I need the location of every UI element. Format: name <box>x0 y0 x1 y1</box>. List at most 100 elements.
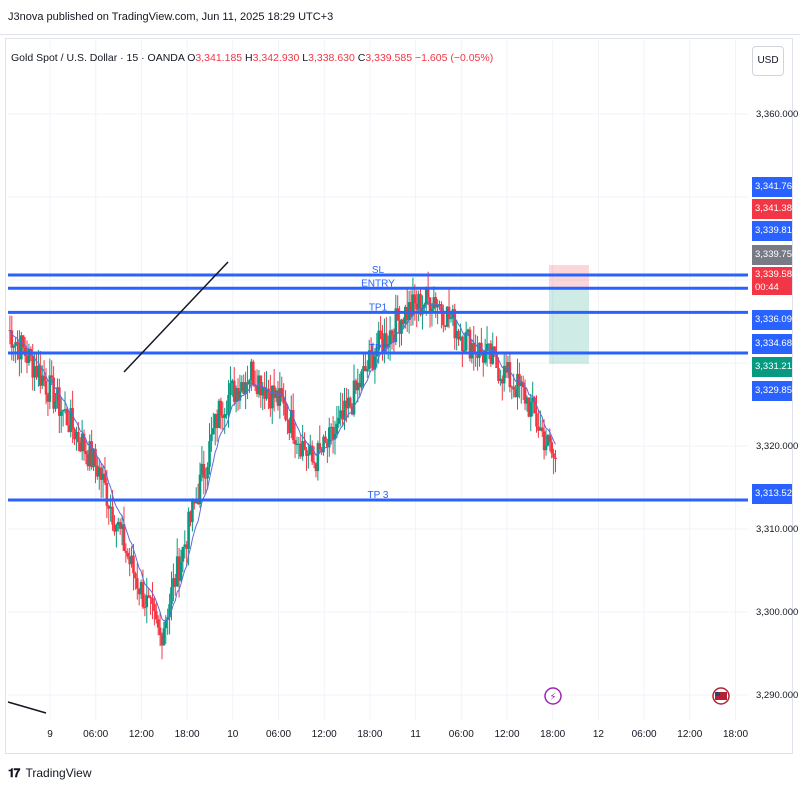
candle-body <box>111 506 114 525</box>
candle-body <box>542 431 546 451</box>
candle-body <box>196 499 200 505</box>
candle-body <box>310 445 314 462</box>
candle-body <box>442 312 445 326</box>
candle-body <box>345 400 348 409</box>
candle-body <box>367 350 371 370</box>
candle-body <box>356 382 360 391</box>
y-tick-label: 3,300.000 <box>756 607 798 618</box>
candle-body <box>466 329 470 333</box>
candle-body <box>204 477 208 479</box>
candle-body <box>333 433 337 440</box>
candle-body <box>50 375 54 378</box>
symbol-legend: Gold Spot / U.S. Dollar · 15 · OANDA O3,… <box>11 52 493 64</box>
low-value: 3,338.630 <box>308 52 355 64</box>
candle-body <box>132 555 135 574</box>
candle-body <box>519 382 523 387</box>
candle-body <box>468 329 472 359</box>
high-label: H <box>245 52 253 64</box>
candle-body <box>392 334 396 343</box>
candle-body <box>518 373 521 387</box>
trend-lines <box>7 261 229 714</box>
candle-body <box>485 343 489 351</box>
x-tick-label: 18:00 <box>357 729 382 740</box>
candle-body <box>320 448 323 453</box>
flag-stripes <box>715 692 727 700</box>
candle-body <box>122 524 126 551</box>
candle-body <box>231 380 234 384</box>
candle-body <box>312 461 316 464</box>
candle-body <box>202 463 206 478</box>
candle-body <box>386 343 390 348</box>
candle-body <box>234 388 238 402</box>
candle-body <box>210 434 213 442</box>
candle-body <box>510 386 514 388</box>
candle-body <box>276 390 280 406</box>
candle-body <box>69 408 73 433</box>
candle-body <box>242 382 246 395</box>
candle-body <box>58 387 61 416</box>
candle-body <box>301 441 304 457</box>
candle-body <box>248 380 251 385</box>
x-tick-label: 11 <box>410 729 421 740</box>
candle-body <box>177 556 181 581</box>
candle-body <box>272 385 276 398</box>
candle-body <box>221 415 225 418</box>
candle-body <box>12 346 16 348</box>
price-tag-10: 3,313.528 <box>752 484 797 504</box>
candle-body <box>103 473 107 483</box>
candle-body <box>278 388 282 406</box>
candle-body <box>462 350 466 352</box>
candle-body <box>42 375 46 382</box>
publish-info: J3nova published on TradingView.com, Jun… <box>8 11 334 23</box>
footer-brand: TradingView <box>25 766 92 780</box>
candle-body <box>398 320 401 334</box>
candle-body <box>261 386 265 396</box>
x-tick-label: 18:00 <box>723 729 748 740</box>
candle-body <box>179 561 183 581</box>
candle-body <box>371 351 375 370</box>
candle-body <box>432 297 436 309</box>
candle-body <box>388 330 392 344</box>
candle-body <box>149 596 152 599</box>
candle-body <box>426 287 430 298</box>
candle-body <box>274 390 278 398</box>
trend-line <box>123 261 229 373</box>
candle-body <box>97 467 101 477</box>
candle-body <box>339 410 342 418</box>
tv-logo-icon: 𝟏𝟕 <box>8 766 20 780</box>
candle-body <box>308 445 312 455</box>
candle-body <box>523 387 527 404</box>
candle-body <box>253 385 257 387</box>
level-label: ENTRY <box>361 278 395 289</box>
candle-body <box>107 505 111 509</box>
candle-body <box>82 433 86 451</box>
y-tick-label: 3,290.000 <box>756 690 798 701</box>
price-tag-7: 3,334.687 <box>752 334 797 354</box>
candle-body <box>113 524 116 532</box>
candle-body <box>293 440 297 445</box>
candle-body <box>364 366 367 372</box>
candle-body <box>417 293 420 310</box>
publish-header: J3nova published on TradingView.com, Jun… <box>0 0 800 35</box>
candle-body <box>548 435 552 443</box>
current-price-tag: 3,339.585 00:44 <box>752 267 797 295</box>
candle-body <box>94 448 97 466</box>
candle-body <box>402 319 405 324</box>
candle-body <box>71 408 74 430</box>
candle-body <box>303 441 306 451</box>
currency-button[interactable]: USD <box>752 46 784 76</box>
candle-body <box>255 386 259 395</box>
candle-body <box>20 335 23 360</box>
candle-body <box>172 578 175 588</box>
candle-body <box>139 582 143 595</box>
x-tick-label: 12:00 <box>494 729 519 740</box>
candle-body <box>331 426 335 440</box>
candle-body <box>415 303 419 310</box>
candle-body <box>56 387 59 402</box>
lightning-icon <box>544 687 562 705</box>
candle-body <box>337 417 341 424</box>
candle-body <box>500 378 504 384</box>
candle-body <box>59 411 63 416</box>
candle-body <box>137 588 141 595</box>
